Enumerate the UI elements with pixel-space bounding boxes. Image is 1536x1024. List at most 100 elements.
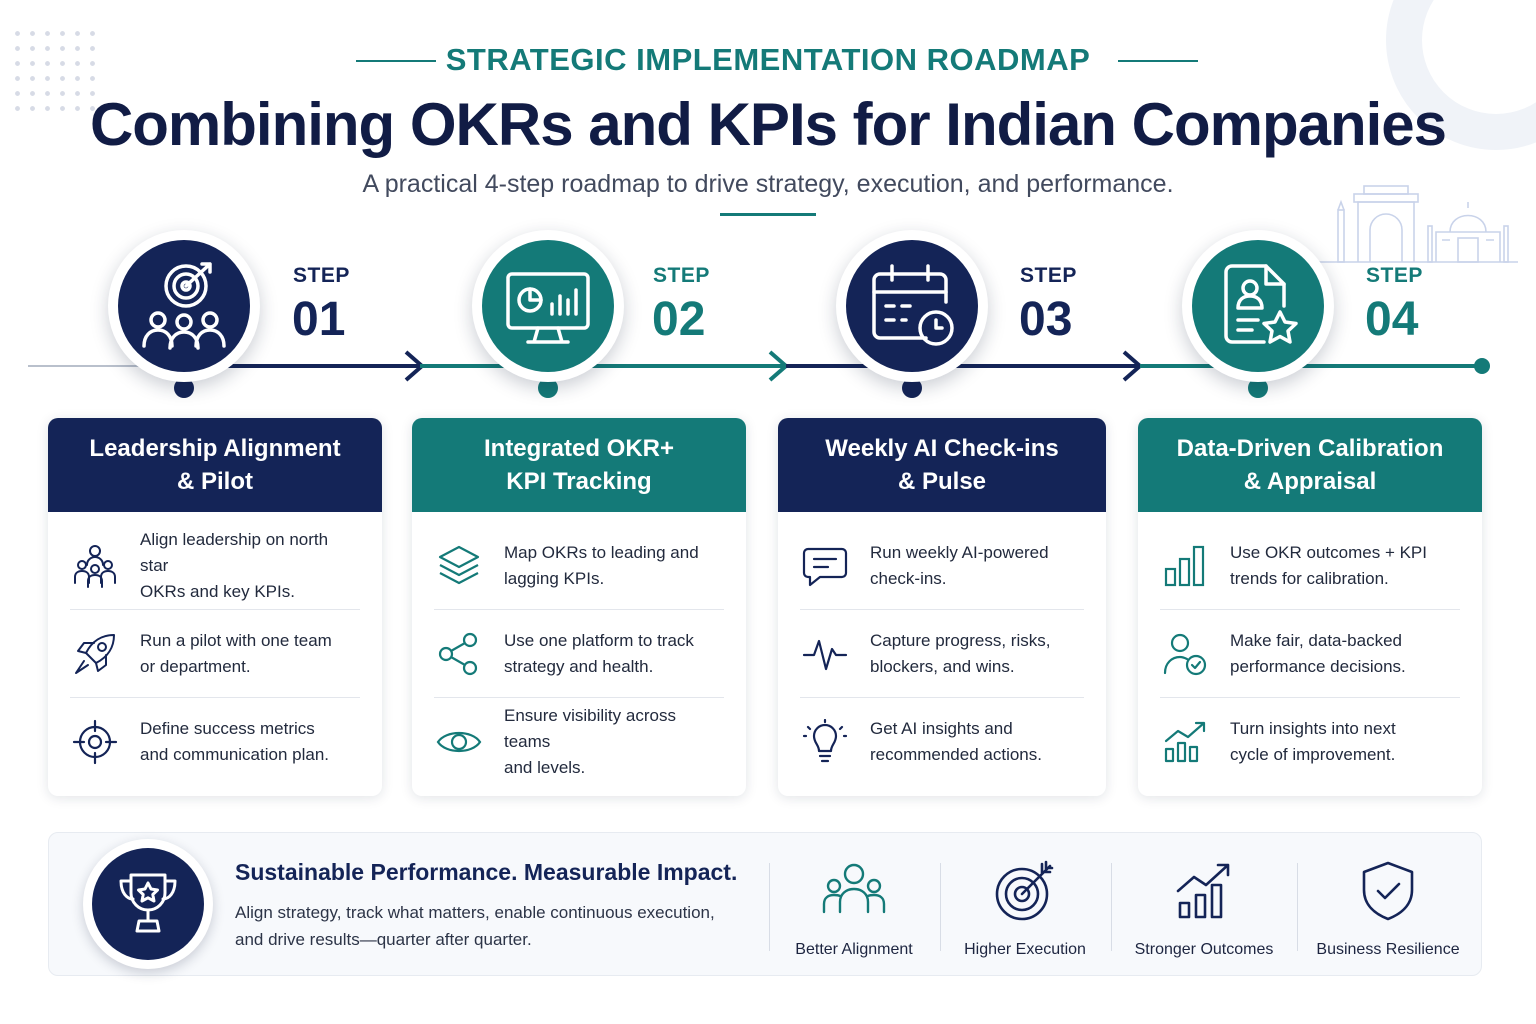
item-text-line2: recommended actions. [870, 745, 1042, 764]
dashboard-monitor-icon [506, 272, 590, 344]
item-text-line1: Define success metrics [140, 719, 315, 738]
eye-icon [436, 731, 482, 753]
step-4-label: STEP [1366, 264, 1423, 287]
trophy-circle [83, 839, 213, 969]
divider [769, 863, 770, 951]
benefit-stronger-outcomes: Stronger Outcomes [1119, 859, 1289, 959]
footer-text-line2: and drive results—quarter after quarter. [235, 930, 532, 949]
item-text-line1: Use OKR outcomes + KPI [1230, 542, 1427, 562]
list-item: Get AI insights and recommended actions. [800, 698, 1084, 786]
item-text-line2: cycle of improvement. [1230, 745, 1396, 764]
item-text-line1: Map OKRs to leading and [504, 542, 699, 562]
profile-star-icon [1224, 264, 1298, 344]
item-text-line2: check-ins. [870, 568, 947, 588]
benefit-business-resilience: Business Resilience [1303, 859, 1473, 959]
step-2-card-header: Integrated OKR+ KPI Tracking [412, 418, 746, 512]
rocket-icon [75, 633, 115, 674]
step-2-title-line2: KPI Tracking [506, 468, 652, 495]
eyebrow-title: STRATEGIC IMPLEMENTATION ROADMAP [445, 42, 1091, 77]
dot-grid-decoration [10, 26, 100, 116]
item-text-line2: OKRs and key KPIs. [140, 581, 295, 601]
calendar-clock-icon [872, 264, 954, 346]
step-4-card: Data-Driven Calibration & Appraisal Use O… [1138, 418, 1482, 796]
pulse-icon [802, 639, 848, 670]
footer-text-line1: Align strategy, track what matters, enab… [235, 903, 715, 922]
india-skyline-icon [1318, 185, 1518, 263]
eyebrow-line-right [1118, 60, 1198, 62]
item-text-line2: performance decisions. [1230, 656, 1406, 676]
step-3-label: STEP [1020, 264, 1077, 287]
item-text-line1: Make fair, data-backed [1230, 630, 1402, 650]
item-text-line1: Turn insights into next [1230, 719, 1396, 738]
item-text-line1: Use one platform to track [504, 630, 694, 650]
bar-chart-icon [1164, 545, 1205, 586]
list-item: Map OKRs to leading and lagging KPIs. [434, 522, 724, 610]
list-item: Turn insights into next cycle of improvem… [1160, 698, 1460, 786]
subtitle-underline [720, 213, 816, 216]
team-icon [74, 544, 116, 588]
item-text-line2: lagging KPIs. [504, 568, 605, 588]
step-4-number: 04 [1365, 293, 1419, 346]
step-1-title-line2: & Pilot [177, 468, 253, 495]
target-arrow-icon [995, 860, 1054, 921]
item-text-line1: Capture progress, risks, [870, 630, 1051, 650]
list-item: Define success metrics and communication … [70, 698, 360, 786]
trophy-icon [119, 873, 177, 933]
benefit-label: Better Alignment [795, 941, 913, 958]
list-item: Capture progress, risks, blockers, and wi… [800, 610, 1084, 698]
item-text-line2: trends for calibration. [1230, 568, 1389, 588]
list-item: Ensure visibility across teams and levels… [434, 698, 724, 786]
item-text-line1: Run weekly AI-powered [870, 542, 1049, 562]
benefit-label: Business Resilience [1316, 941, 1460, 958]
step-4-title-line2: & Appraisal [1243, 468, 1377, 495]
benefit-better-alignment: Better Alignment [769, 859, 939, 959]
eyebrow-line-left [356, 60, 436, 62]
step-4-title-line1: Data-Driven Calibration [1176, 435, 1444, 462]
crosshair-icon [72, 719, 118, 765]
list-item: Align leadership on north star OKRs and k… [70, 522, 360, 610]
step-1-label: STEP [293, 264, 350, 287]
list-item: Use OKR outcomes + KPI trends for calibra… [1160, 522, 1460, 610]
item-text-line2: and levels. [504, 758, 586, 777]
divider [940, 863, 941, 951]
benefit-higher-execution: Higher Execution [940, 859, 1110, 959]
item-text-line1: Run a pilot with one team [140, 630, 332, 650]
step-1-card: Leadership Alignment & Pilot Align leader… [48, 418, 382, 796]
share-nodes-icon [438, 632, 478, 675]
step-1-title-line1: Leadership Alignment [89, 435, 341, 462]
step-3-title-line2: & Pulse [897, 468, 987, 495]
timeline-track [28, 350, 1490, 398]
divider [1297, 863, 1298, 951]
step-3-card-header: Weekly AI Check-ins & Pulse [778, 418, 1106, 512]
step-1-icon-circle [108, 230, 260, 382]
item-text-line2: and communication plan. [140, 745, 330, 764]
step-2-card: Integrated OKR+ KPI Tracking Map OKRs to … [412, 418, 746, 796]
page-subtitle: A practical 4-step roadmap to drive stra… [362, 170, 1174, 198]
growth-chart-icon [1164, 721, 1206, 763]
item-text-line1: Get AI insights and [870, 719, 1013, 738]
lightbulb-icon [802, 719, 848, 763]
item-text-line2: blockers, and wins. [870, 656, 1015, 676]
benefit-label: Stronger Outcomes [1134, 941, 1274, 958]
group-icon [822, 863, 886, 914]
step-2-title-line1: Integrated OKR+ [483, 435, 675, 462]
list-item: Use one platform to track strategy and he… [434, 610, 724, 698]
item-text-line2: strategy and health. [504, 656, 654, 676]
footer-text: Align strategy, track what matters, enab… [235, 899, 765, 953]
step-4-icon-circle [1182, 230, 1334, 382]
footer-banner: Sustainable Performance. Measurable Impa… [48, 832, 1482, 976]
step-1-number: 01 [292, 293, 346, 346]
shield-check-icon [1362, 861, 1414, 921]
item-text-line1: Ensure visibility across teams [504, 706, 676, 751]
footer-title: Sustainable Performance. Measurable Impa… [235, 859, 738, 885]
list-item: Run weekly AI-powered check-ins. [800, 522, 1084, 610]
step-2-number: 02 [652, 293, 706, 346]
benefit-label: Higher Execution [964, 941, 1086, 958]
step-3-number: 03 [1019, 293, 1073, 346]
layers-icon [438, 545, 480, 584]
item-text-line2: or department. [140, 656, 251, 676]
list-item: Run a pilot with one team or department. [70, 610, 360, 698]
step-3-icon-circle [836, 230, 988, 382]
target-team-icon [142, 262, 226, 350]
user-check-icon [1163, 633, 1207, 675]
